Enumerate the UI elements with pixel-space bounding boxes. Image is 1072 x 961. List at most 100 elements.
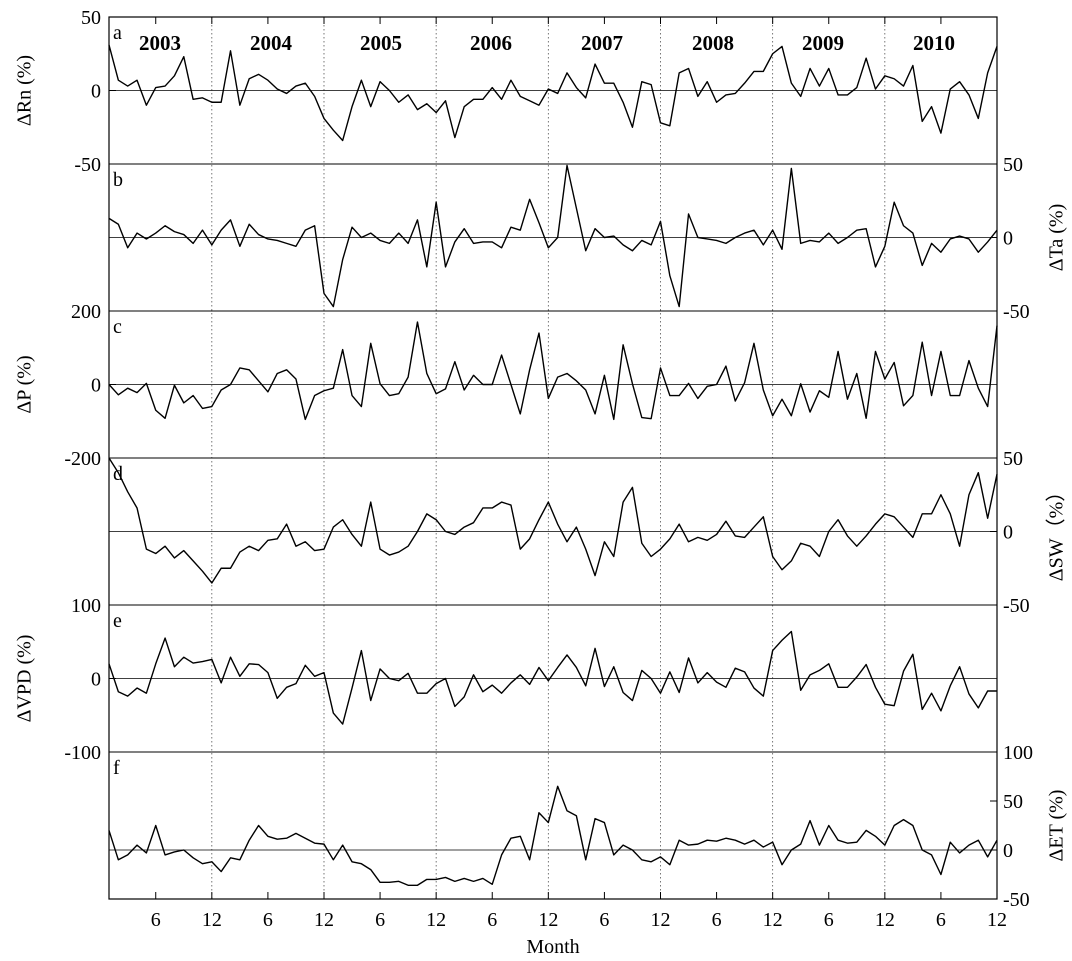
- data-point-f: [930, 854, 932, 856]
- data-point-f: [575, 815, 577, 817]
- data-point-c: [201, 407, 203, 409]
- data-point-f: [547, 821, 549, 823]
- data-point-a: [958, 80, 960, 82]
- data-point-c: [678, 394, 680, 396]
- data-point-a: [622, 101, 624, 103]
- data-point-b: [155, 232, 157, 234]
- data-point-e: [977, 707, 979, 709]
- data-point-a: [510, 79, 512, 81]
- data-point-e: [594, 647, 596, 649]
- data-point-e: [771, 649, 773, 651]
- data-point-a: [276, 88, 278, 90]
- data-point-d: [809, 545, 811, 547]
- data-point-b: [603, 236, 605, 238]
- data-point-d: [921, 513, 923, 515]
- data-point-d: [687, 541, 689, 543]
- y-tick-label-e: 100: [71, 595, 101, 617]
- data-point-a: [940, 132, 942, 134]
- data-point-a: [313, 95, 315, 97]
- data-point-b: [183, 233, 185, 235]
- data-point-c: [884, 378, 886, 380]
- data-point-f: [949, 841, 951, 843]
- data-point-f: [902, 818, 904, 820]
- data-point-f: [155, 824, 157, 826]
- data-point-a: [603, 82, 605, 84]
- data-point-e: [341, 723, 343, 725]
- x-tick-label: 12: [202, 909, 222, 931]
- y-tick-label-a: 0: [91, 81, 101, 103]
- data-point-d: [585, 548, 587, 550]
- data-point-f: [426, 878, 428, 880]
- data-point-c: [958, 394, 960, 396]
- data-point-d: [968, 494, 970, 496]
- data-point-e: [323, 671, 325, 673]
- data-point-e: [818, 669, 820, 671]
- data-point-e: [370, 699, 372, 701]
- data-point-c: [650, 417, 652, 419]
- data-point-d: [594, 574, 596, 576]
- data-point-f: [687, 844, 689, 846]
- data-point-c: [734, 400, 736, 402]
- data-point-e: [472, 674, 474, 676]
- data-point-e: [697, 682, 699, 684]
- data-point-f: [715, 840, 717, 842]
- y-axis-label-a: ΔRn (%): [14, 55, 36, 126]
- data-point-a: [613, 82, 615, 84]
- data-point-b: [164, 225, 166, 227]
- data-point-d: [285, 523, 287, 525]
- data-point-d: [818, 555, 820, 557]
- data-point-a: [435, 111, 437, 113]
- data-point-d: [257, 549, 259, 551]
- data-point-b: [977, 251, 979, 253]
- data-point-d: [725, 520, 727, 522]
- data-point-f: [211, 861, 213, 863]
- data-point-b: [594, 227, 596, 229]
- data-point-d: [304, 541, 306, 543]
- data-point-c: [388, 394, 390, 396]
- data-point-c: [556, 376, 558, 378]
- y-tick-label-f: 50: [1003, 791, 1023, 813]
- data-point-a: [828, 67, 830, 69]
- data-point-a: [930, 105, 932, 107]
- data-point-d: [360, 545, 362, 547]
- data-point-f: [837, 839, 839, 841]
- data-point-f: [341, 844, 343, 846]
- data-point-a: [678, 72, 680, 74]
- data-point-a: [126, 85, 128, 87]
- data-point-c: [220, 389, 222, 391]
- data-point-c: [846, 398, 848, 400]
- data-point-c: [239, 367, 241, 369]
- data-point-f: [192, 857, 194, 859]
- data-point-b: [341, 258, 343, 260]
- data-point-e: [986, 690, 988, 692]
- data-point-d: [117, 472, 119, 474]
- data-point-b: [528, 198, 530, 200]
- data-point-d: [631, 486, 633, 488]
- data-point-f: [313, 842, 315, 844]
- data-point-a: [136, 79, 138, 81]
- data-point-d: [407, 545, 409, 547]
- data-point-a: [211, 101, 213, 103]
- data-point-a: [734, 92, 736, 94]
- data-point-d: [379, 548, 381, 550]
- data-point-c: [108, 383, 110, 385]
- data-point-d: [977, 472, 979, 474]
- data-point-a: [631, 126, 633, 128]
- data-point-a: [407, 94, 409, 96]
- data-point-b: [846, 236, 848, 238]
- data-point-e: [519, 674, 521, 676]
- data-point-e: [295, 682, 297, 684]
- data-point-f: [650, 861, 652, 863]
- data-point-a: [444, 100, 446, 102]
- data-point-d: [641, 542, 643, 544]
- data-point-e: [828, 663, 830, 665]
- data-point-e: [332, 712, 334, 714]
- data-point-c: [585, 389, 587, 391]
- data-point-b: [351, 226, 353, 228]
- data-point-e: [631, 699, 633, 701]
- data-point-f: [285, 837, 287, 839]
- data-point-c: [145, 382, 147, 384]
- data-point-f: [398, 880, 400, 882]
- data-point-b: [613, 235, 615, 237]
- data-point-d: [622, 501, 624, 503]
